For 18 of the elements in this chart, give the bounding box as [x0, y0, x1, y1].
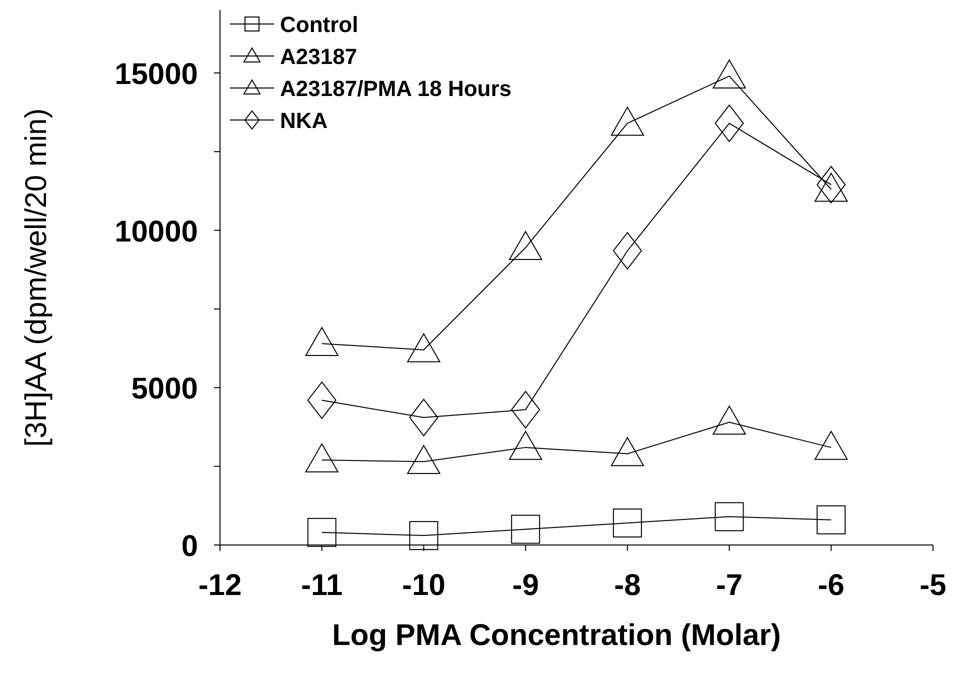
- legend-label: NKA: [280, 108, 328, 133]
- x-tick-label: -7: [716, 569, 743, 602]
- x-tick-label: -5: [920, 569, 946, 602]
- x-tick-label: -9: [512, 569, 539, 602]
- y-tick-label: 10000: [114, 215, 198, 248]
- x-tick-label: -12: [198, 569, 242, 602]
- y-axis-title: [3H]AA (dpm/well/20 min): [20, 108, 53, 447]
- legend-label: Control: [280, 12, 358, 37]
- legend-label: A23187/PMA 18 Hours: [280, 76, 512, 101]
- y-tick-label: 15000: [114, 58, 198, 91]
- x-tick-label: -10: [402, 569, 446, 602]
- x-tick-label: -8: [614, 569, 641, 602]
- x-axis-title: Log PMA Concentration (Molar): [332, 619, 781, 652]
- legend-label: A23187: [280, 44, 358, 69]
- y-tick-label: 5000: [131, 372, 198, 406]
- x-tick-label: -6: [818, 569, 844, 602]
- y-tick-label: 0: [181, 530, 198, 563]
- x-tick-label: -11: [301, 569, 343, 602]
